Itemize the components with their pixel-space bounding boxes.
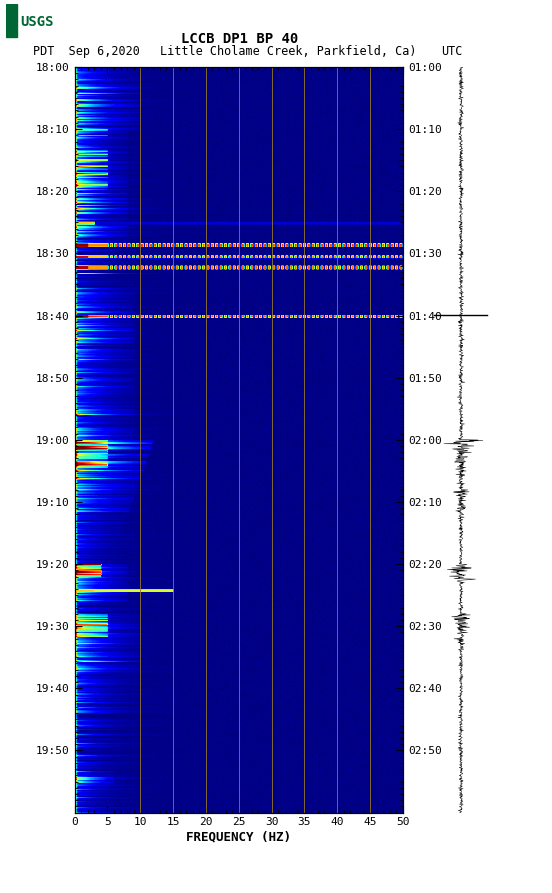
X-axis label: FREQUENCY (HZ): FREQUENCY (HZ) xyxy=(186,830,291,843)
Text: PDT  Sep 6,2020: PDT Sep 6,2020 xyxy=(33,46,140,58)
Text: UTC: UTC xyxy=(442,46,463,58)
Text: LCCB DP1 BP 40: LCCB DP1 BP 40 xyxy=(182,32,299,46)
Text: USGS: USGS xyxy=(20,15,54,29)
Bar xyxy=(6,4,18,37)
Text: Little Cholame Creek, Parkfield, Ca): Little Cholame Creek, Parkfield, Ca) xyxy=(160,46,417,58)
